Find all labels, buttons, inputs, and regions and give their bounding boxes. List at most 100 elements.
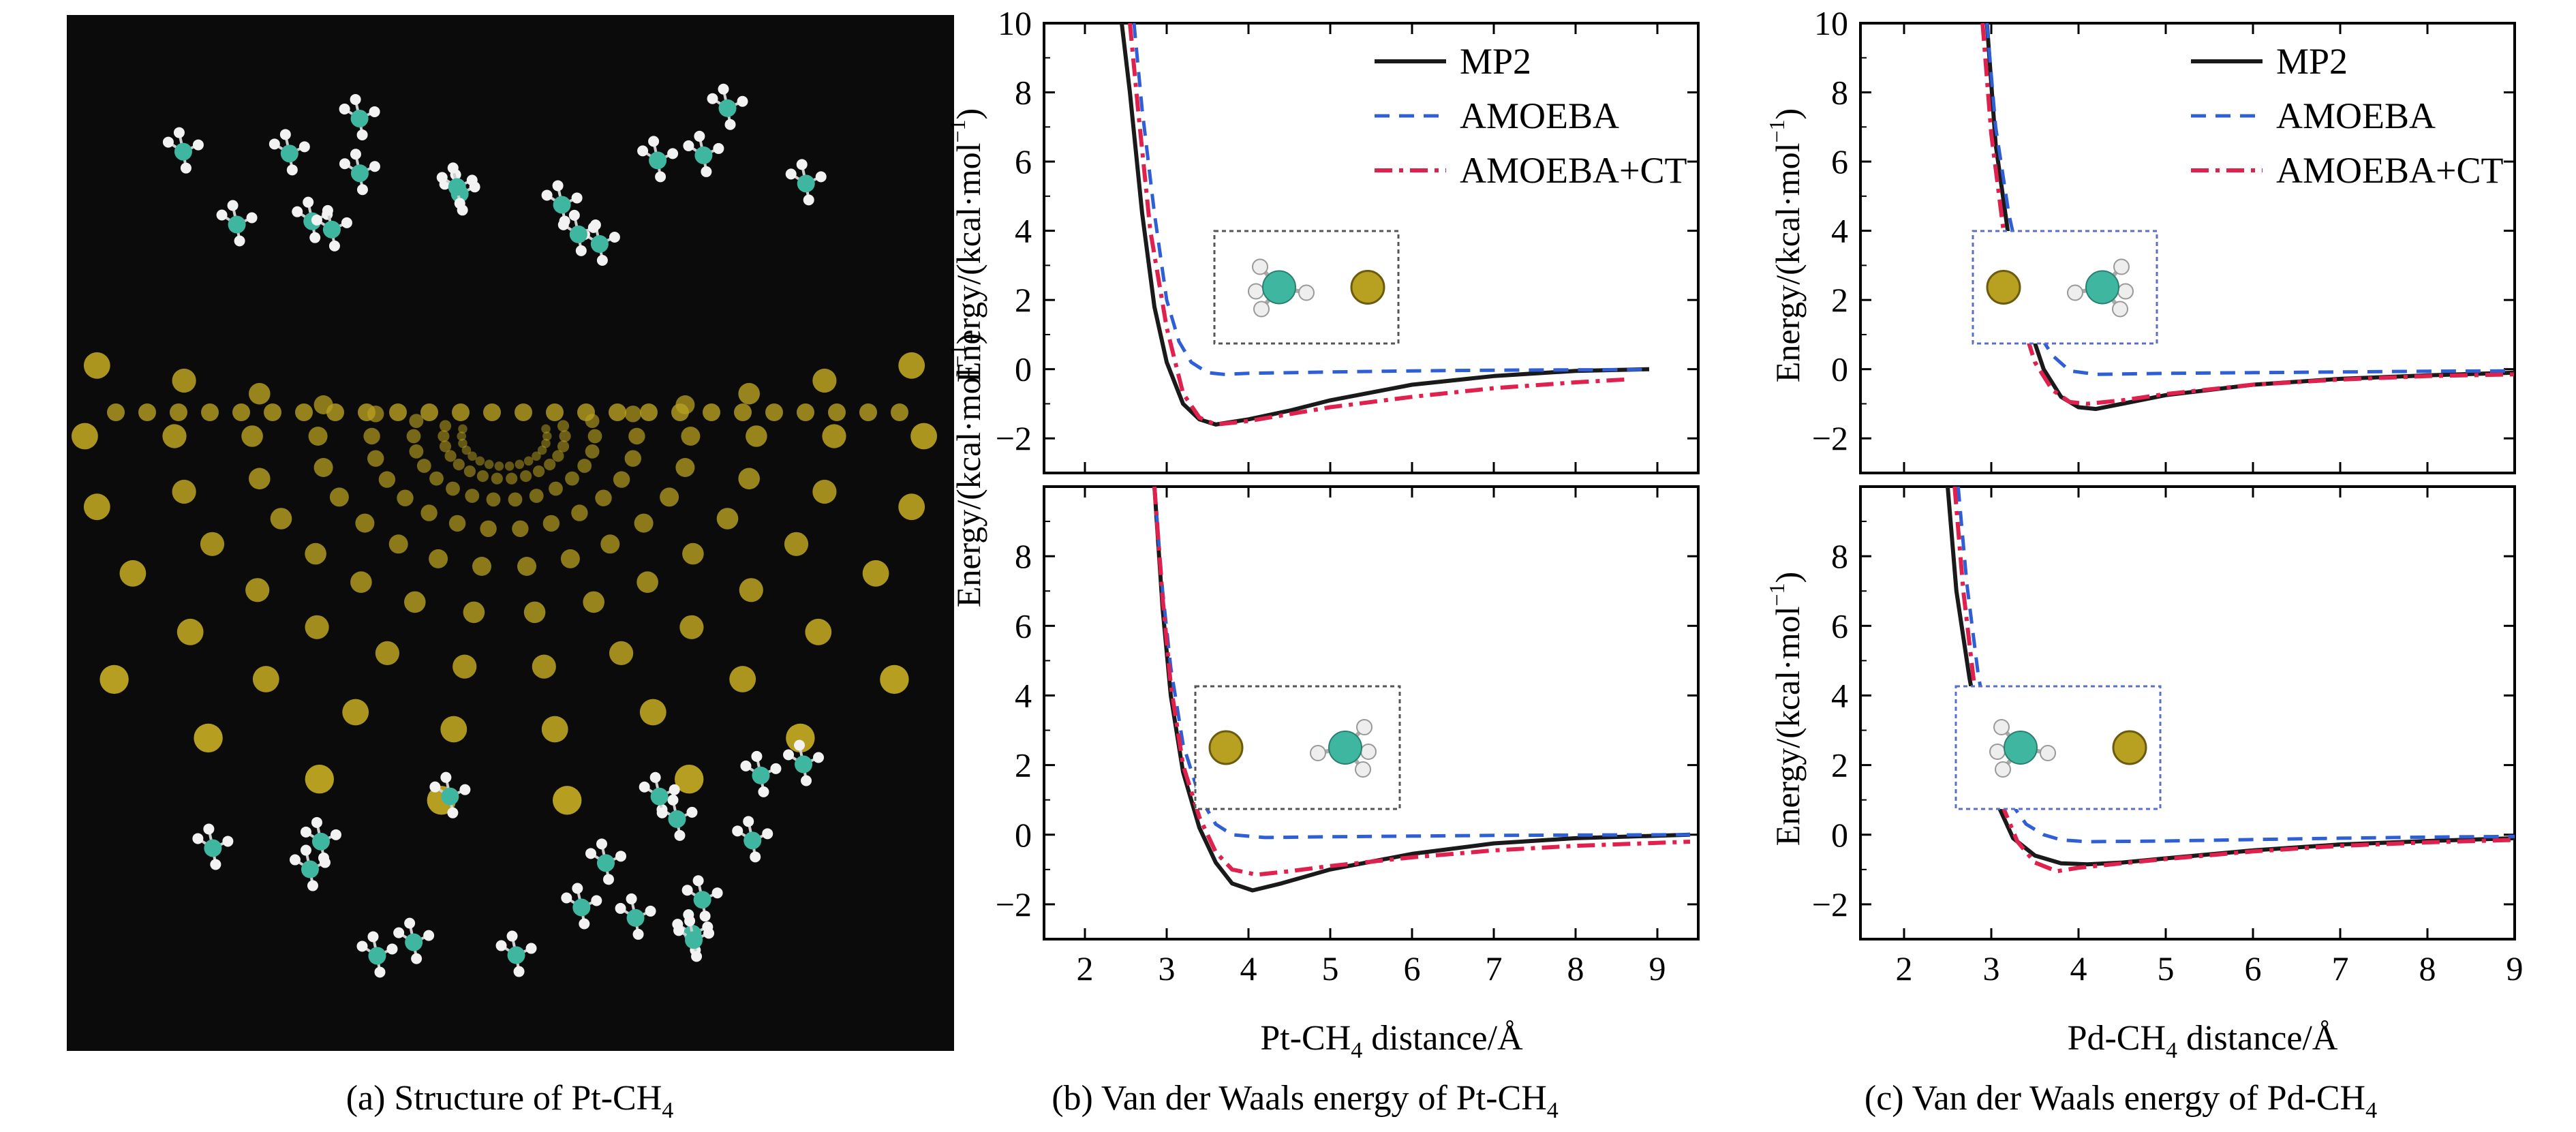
metal-atom <box>577 403 595 421</box>
hydrogen-atom <box>552 180 564 192</box>
metal-atom <box>639 699 666 726</box>
inset-hydrogen-atom <box>1360 744 1377 760</box>
hydrogen-atom <box>423 930 435 941</box>
metal-atom <box>461 445 472 455</box>
metal-atom <box>162 424 187 448</box>
x-tick-label: 5 <box>1322 949 1339 988</box>
series-amoeba-ct <box>1152 487 1691 877</box>
hydrogen-atom <box>367 931 379 943</box>
plot-frame <box>1859 22 2516 474</box>
carbon-atom <box>752 766 770 784</box>
hydrogen-atom <box>292 206 303 217</box>
metal-atom <box>252 666 279 692</box>
metal-atom <box>388 534 408 554</box>
y-tick-label: 4 <box>1831 676 1848 714</box>
metal-atom <box>313 458 333 477</box>
metal-atom <box>577 459 592 473</box>
series-group <box>1120 23 1650 427</box>
inset-metal-atom <box>2112 730 2147 765</box>
hydrogen-atom <box>180 162 191 174</box>
metal-atom <box>828 403 846 421</box>
metal-atom <box>862 560 889 587</box>
metal-atom <box>453 459 465 471</box>
hydrogen-atom <box>686 806 698 818</box>
x-axis-label-b: Pt-CH4 distance/Å <box>1260 1019 1523 1063</box>
metal-atom <box>409 414 424 428</box>
metal-atom <box>439 440 452 453</box>
hydrogen-atom <box>692 875 704 887</box>
metal-atom <box>600 534 620 554</box>
hydrogen-atom <box>815 171 827 183</box>
hydrogen-atom <box>454 198 465 209</box>
metal-atom <box>628 427 645 445</box>
hydrogen-atom <box>740 760 752 771</box>
metal-atom <box>420 504 438 521</box>
metal-atom <box>249 382 271 405</box>
methane-cluster-bottom <box>192 739 825 978</box>
hydrogen-atom <box>525 943 537 954</box>
metal-atom <box>517 557 536 576</box>
hydrogen-atom <box>785 168 797 180</box>
x-tick-label: 5 <box>2158 949 2175 988</box>
metal-atom <box>491 472 503 485</box>
y-tick-label: 0 <box>1831 350 1848 388</box>
y-tick-label: 6 <box>1831 607 1848 645</box>
carbon-atom <box>668 810 686 828</box>
hydrogen-atom <box>699 911 711 922</box>
hydrogen-atom <box>796 159 808 170</box>
metal-atom <box>342 699 369 726</box>
hydrogen-atom <box>711 887 723 899</box>
x-tick-label: 7 <box>1486 949 1503 988</box>
panel-c: 10 8 6 4 2 0 −2 MP2 AMOEBA AMOEBA+CT 8 6 4 2 0 −2 2 3 4 5 6… <box>1764 4 2524 1063</box>
metal-atom <box>822 424 846 448</box>
metal-atom <box>480 520 497 537</box>
x-tick-label: 9 <box>2506 949 2524 988</box>
metal-atom <box>472 557 491 576</box>
hydrogen-atom <box>762 828 773 840</box>
hydrogen-atom <box>669 784 680 795</box>
hydrogen-atom <box>289 854 301 866</box>
metal-atom <box>508 492 523 507</box>
y-tick-label: 4 <box>1831 212 1848 250</box>
hydrogen-atom <box>718 83 729 95</box>
series-group <box>1946 487 2515 874</box>
hydrogen-atom <box>309 232 321 243</box>
y-tick-label: −2 <box>1812 419 1848 457</box>
hydrogen-atom <box>637 145 649 157</box>
inset-hydrogen-atom <box>2067 284 2083 301</box>
carbon-atom <box>350 109 369 127</box>
metal-atom <box>406 429 421 444</box>
inset-carbon-atom <box>2004 731 2038 765</box>
hydrogen-atom <box>269 138 280 150</box>
carbon-atom <box>228 215 246 234</box>
metal-atom <box>305 765 334 794</box>
hydrogen-atom <box>356 940 368 952</box>
hydrogen-atom <box>615 851 626 862</box>
metal-atom <box>506 472 518 485</box>
hydrogen-atom <box>737 95 748 107</box>
hydrogen-atom <box>724 119 736 130</box>
hydrogen-atom <box>393 927 405 938</box>
metal-atom <box>786 723 815 753</box>
metal-atom <box>634 513 654 533</box>
hydrogen-atom <box>703 928 715 939</box>
metal-atom <box>194 723 223 753</box>
legend-label: AMOEBA+CT <box>2276 150 2503 191</box>
inset-hydrogen-atom <box>2113 258 2130 275</box>
carbon-atom <box>795 755 813 774</box>
metal-atom <box>910 423 937 450</box>
metal-atom <box>613 471 630 488</box>
hydrogen-atom <box>694 130 705 142</box>
hydrogen-atom <box>801 775 812 786</box>
y-tick-label: 6 <box>1015 607 1032 645</box>
hydrogen-atom <box>579 918 590 930</box>
inset-hydrogen-atom <box>2112 301 2128 318</box>
carbon-atom <box>797 174 815 193</box>
hydrogen-atom <box>216 209 228 221</box>
metal-atom <box>523 601 546 624</box>
metal-atom <box>476 470 489 483</box>
metal-atom <box>107 403 125 421</box>
hydrogen-atom <box>559 215 570 227</box>
x-tick-label: 8 <box>2419 949 2436 988</box>
hydrogen-atom <box>707 93 718 104</box>
